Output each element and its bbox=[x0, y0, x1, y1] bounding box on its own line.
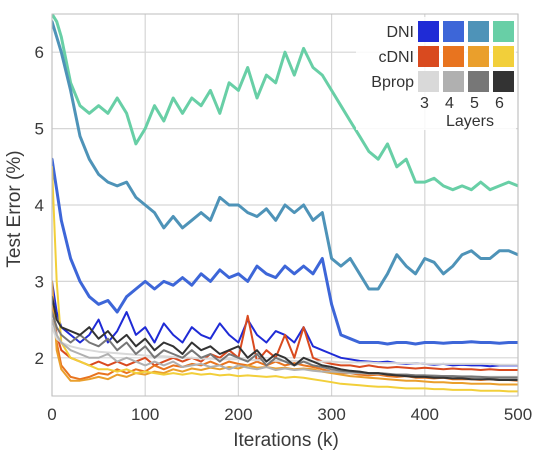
legend-column-label: 6 bbox=[495, 95, 504, 112]
y-axis-label: Test Error (%) bbox=[4, 150, 25, 267]
legend-swatch-bprop-4 bbox=[443, 71, 464, 92]
legend-row-label: DNI bbox=[386, 24, 414, 41]
x-tick-label: 200 bbox=[224, 405, 252, 424]
series-dni-4-layers bbox=[52, 157, 518, 346]
y-tick-label: 3 bbox=[35, 272, 44, 291]
y-tick-label: 2 bbox=[35, 349, 44, 368]
x-tick-label: 100 bbox=[131, 405, 159, 424]
series-cdni-5-layers bbox=[52, 280, 518, 386]
legend-column-title: Layers bbox=[446, 113, 494, 130]
legend-swatch-cdni-5 bbox=[468, 46, 489, 67]
x-tick-label: 400 bbox=[411, 405, 439, 424]
y-tick-label: 4 bbox=[35, 196, 44, 215]
legend-swatch-dni-5 bbox=[468, 21, 489, 42]
legend-swatch-dni-3 bbox=[418, 21, 439, 42]
series-cdni-3-layers bbox=[52, 303, 518, 371]
legend-column-label: 3 bbox=[420, 95, 429, 112]
legend-row-label: cDNI bbox=[378, 49, 414, 66]
legend-swatch-bprop-6 bbox=[493, 71, 514, 92]
legend-column-label: 5 bbox=[470, 95, 479, 112]
legend-swatch-cdni-6 bbox=[493, 46, 514, 67]
series-dni-5-layers bbox=[52, 20, 518, 291]
legend-swatch-dni-4 bbox=[443, 21, 464, 42]
y-tick-label: 6 bbox=[35, 43, 44, 62]
x-tick-label: 0 bbox=[47, 405, 56, 424]
series-cdni-6-layers bbox=[52, 165, 518, 393]
series-dni-6-layers bbox=[52, 14, 518, 192]
y-tick-label: 5 bbox=[35, 120, 44, 139]
x-axis-label: Iterations (k) bbox=[233, 430, 339, 451]
legend-row-label: Bprop bbox=[371, 74, 414, 91]
legend-column-label: 4 bbox=[445, 95, 454, 112]
legend-swatch-cdni-4 bbox=[443, 46, 464, 67]
legend-swatch-bprop-5 bbox=[468, 71, 489, 92]
series-bprop-3-layers bbox=[52, 326, 518, 366]
series-group bbox=[52, 14, 518, 393]
legend-swatch-bprop-3 bbox=[418, 71, 439, 92]
series-bprop-5-layers bbox=[52, 311, 518, 379]
x-tick-label: 300 bbox=[317, 405, 345, 424]
legend-swatch-dni-6 bbox=[493, 21, 514, 42]
x-tick-label: 500 bbox=[504, 405, 532, 424]
legend-swatch-cdni-3 bbox=[418, 46, 439, 67]
plot-frame bbox=[51, 13, 519, 397]
series-bprop-6-layers bbox=[52, 295, 518, 381]
